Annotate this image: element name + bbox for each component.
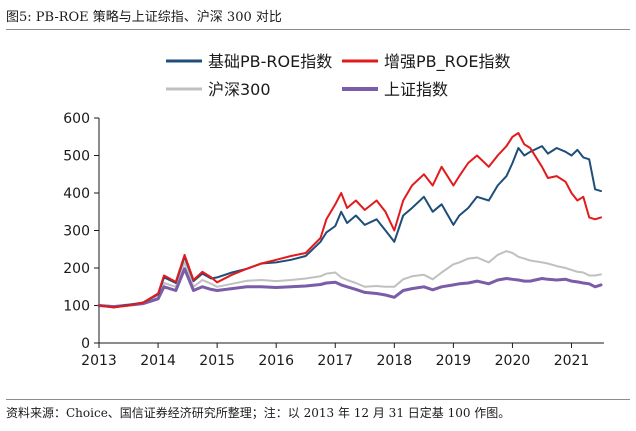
x-tick-label: 2017 bbox=[317, 353, 353, 369]
figure-title: 图5: PB-ROE 策略与上证综指、沪深 300 对比 bbox=[6, 10, 282, 25]
bottom-divider bbox=[6, 399, 630, 400]
x-tick-label: 2013 bbox=[81, 353, 117, 369]
top-divider bbox=[6, 29, 630, 30]
x-tick-label: 2016 bbox=[258, 353, 294, 369]
legend-label: 上证指数 bbox=[384, 80, 448, 99]
series-line-3 bbox=[97, 267, 603, 309]
y-tick-label: 500 bbox=[63, 149, 90, 165]
x-tick-label: 2014 bbox=[140, 353, 176, 369]
x-tick-label: 2021 bbox=[554, 353, 590, 369]
y-tick-label: 600 bbox=[63, 111, 90, 127]
chart-series bbox=[97, 132, 603, 309]
source-note: 资料来源：Choice、国信证券经济研究所整理；注：以 2013 年 12 月 … bbox=[6, 406, 511, 420]
y-tick-label: 200 bbox=[63, 261, 90, 277]
legend-label: 基础PB-ROE指数 bbox=[208, 52, 332, 71]
chart-axes: 0 100 200 300 400 500 600 2013 2014 2015 2016 2017 2… bbox=[63, 111, 604, 369]
series-line-2 bbox=[98, 250, 602, 308]
y-tick-label: 300 bbox=[63, 224, 90, 240]
y-tick-label: 0 bbox=[81, 336, 90, 352]
series-line-1 bbox=[98, 132, 602, 309]
x-tick-label: 2020 bbox=[495, 353, 531, 369]
legend-label: 沪深300 bbox=[208, 80, 271, 99]
y-tick-label: 400 bbox=[63, 186, 90, 202]
y-tick-label: 100 bbox=[63, 299, 90, 315]
legend-label: 增强PB_ROE指数 bbox=[384, 52, 510, 72]
x-tick-label: 2015 bbox=[199, 353, 235, 369]
x-tick-label: 2018 bbox=[377, 353, 413, 369]
series-line-0 bbox=[98, 145, 602, 309]
x-tick-label: 2019 bbox=[436, 353, 472, 369]
